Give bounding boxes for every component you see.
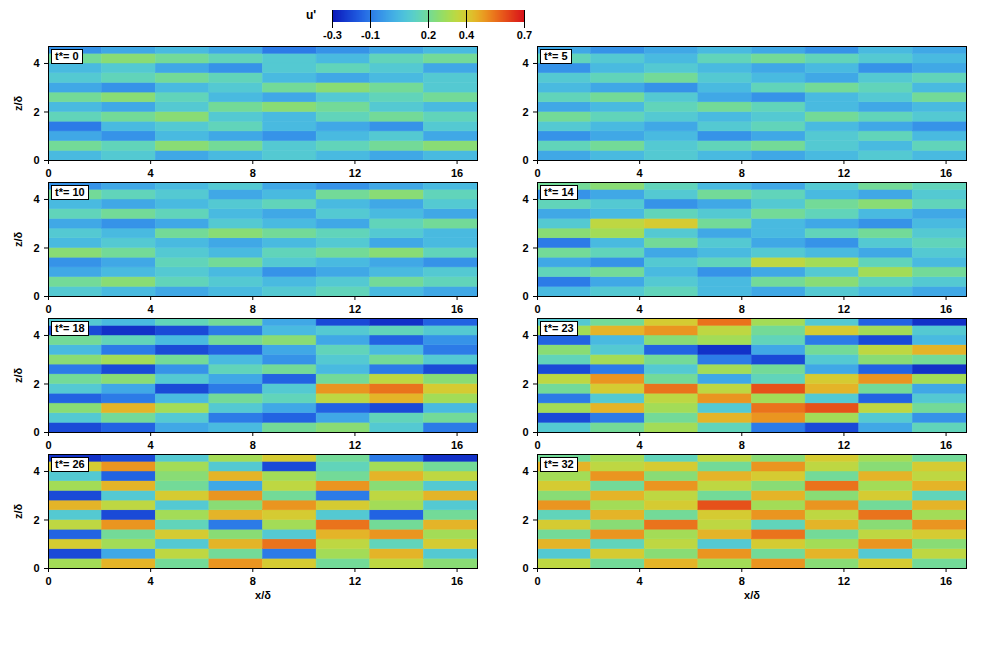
html-text:t*= 0: t*= 0 <box>55 50 79 62</box>
svg-text:8: 8 <box>250 439 256 450</box>
svg-text:4: 4 <box>637 167 644 178</box>
svg-text:8: 8 <box>250 303 256 314</box>
svg-text:4: 4 <box>637 439 644 450</box>
svg-text:16: 16 <box>451 575 463 587</box>
svg-text:2: 2 <box>522 514 528 526</box>
svg-text:4: 4 <box>522 465 529 477</box>
svg-text:12: 12 <box>349 303 361 314</box>
svg-text:z/δ: z/δ <box>12 232 24 248</box>
svg-text:12: 12 <box>349 575 361 587</box>
svg-text:8: 8 <box>739 439 745 450</box>
svg-text:16: 16 <box>940 575 952 587</box>
svg-text:12: 12 <box>349 167 361 178</box>
svg-text:0: 0 <box>33 426 39 438</box>
html-text:t*= 26: t*= 26 <box>55 458 85 470</box>
svg-text:0: 0 <box>33 562 39 574</box>
svg-text:-0.1: -0.1 <box>361 29 380 41</box>
html-text:t*= 32: t*= 32 <box>544 458 574 470</box>
svg-text:12: 12 <box>838 303 850 314</box>
svg-text:x/δ: x/δ <box>744 589 760 601</box>
svg-text:12: 12 <box>838 575 850 587</box>
svg-text:2: 2 <box>522 106 528 118</box>
html-text:t*= 5: t*= 5 <box>544 50 568 62</box>
svg-text:4: 4 <box>33 57 40 69</box>
svg-text:4: 4 <box>33 329 40 341</box>
svg-text:12: 12 <box>838 167 850 178</box>
svg-text:-0.3: -0.3 <box>323 29 342 41</box>
svg-text:0: 0 <box>522 290 528 302</box>
svg-text:2: 2 <box>33 242 39 254</box>
svg-text:8: 8 <box>250 167 256 178</box>
svg-text:0: 0 <box>45 575 51 587</box>
svg-text:4: 4 <box>148 575 155 587</box>
svg-text:z/δ: z/δ <box>12 368 24 384</box>
svg-text:16: 16 <box>451 439 463 450</box>
svg-text:0: 0 <box>522 426 528 438</box>
html-text:t*= 23: t*= 23 <box>544 322 574 334</box>
svg-text:0: 0 <box>33 290 39 302</box>
svg-text:4: 4 <box>148 439 155 450</box>
svg-text:0: 0 <box>45 303 51 314</box>
svg-text:2: 2 <box>33 378 39 390</box>
svg-text:16: 16 <box>451 303 463 314</box>
svg-text:0.2: 0.2 <box>421 29 436 41</box>
svg-text:4: 4 <box>148 167 155 178</box>
html-text:t*= 10: t*= 10 <box>55 186 85 198</box>
svg-text:12: 12 <box>349 439 361 450</box>
html-text:t*= 18: t*= 18 <box>55 322 85 334</box>
svg-text:0.4: 0.4 <box>459 29 475 41</box>
svg-text:8: 8 <box>739 167 745 178</box>
html-text:u': u' <box>306 8 317 22</box>
svg-text:8: 8 <box>250 575 256 587</box>
svg-text:4: 4 <box>33 465 40 477</box>
svg-text:2: 2 <box>522 378 528 390</box>
svg-text:4: 4 <box>522 57 529 69</box>
svg-text:0: 0 <box>522 154 528 166</box>
svg-text:2: 2 <box>33 106 39 118</box>
svg-text:2: 2 <box>33 514 39 526</box>
svg-text:0: 0 <box>534 303 540 314</box>
svg-text:4: 4 <box>522 193 529 205</box>
svg-text:4: 4 <box>637 575 644 587</box>
svg-text:z/δ: z/δ <box>12 96 24 112</box>
svg-text:16: 16 <box>940 439 952 450</box>
svg-text:0: 0 <box>534 167 540 178</box>
svg-text:0: 0 <box>45 439 51 450</box>
svg-text:0: 0 <box>534 439 540 450</box>
svg-text:x/δ: x/δ <box>255 589 271 601</box>
svg-text:16: 16 <box>940 167 952 178</box>
svg-text:16: 16 <box>940 303 952 314</box>
svg-text:0: 0 <box>534 575 540 587</box>
svg-text:0: 0 <box>45 167 51 178</box>
svg-text:0: 0 <box>33 154 39 166</box>
svg-text:16: 16 <box>451 167 463 178</box>
svg-text:4: 4 <box>33 193 40 205</box>
svg-text:12: 12 <box>838 439 850 450</box>
svg-text:0: 0 <box>522 562 528 574</box>
svg-text:0.7: 0.7 <box>517 29 532 41</box>
svg-text:4: 4 <box>522 329 529 341</box>
svg-text:4: 4 <box>148 303 155 314</box>
html-text:t*= 14: t*= 14 <box>544 186 574 198</box>
svg-text:z/δ: z/δ <box>12 504 24 520</box>
svg-text:4: 4 <box>637 303 644 314</box>
svg-text:8: 8 <box>739 575 745 587</box>
svg-text:8: 8 <box>739 303 745 314</box>
svg-text:2: 2 <box>522 242 528 254</box>
